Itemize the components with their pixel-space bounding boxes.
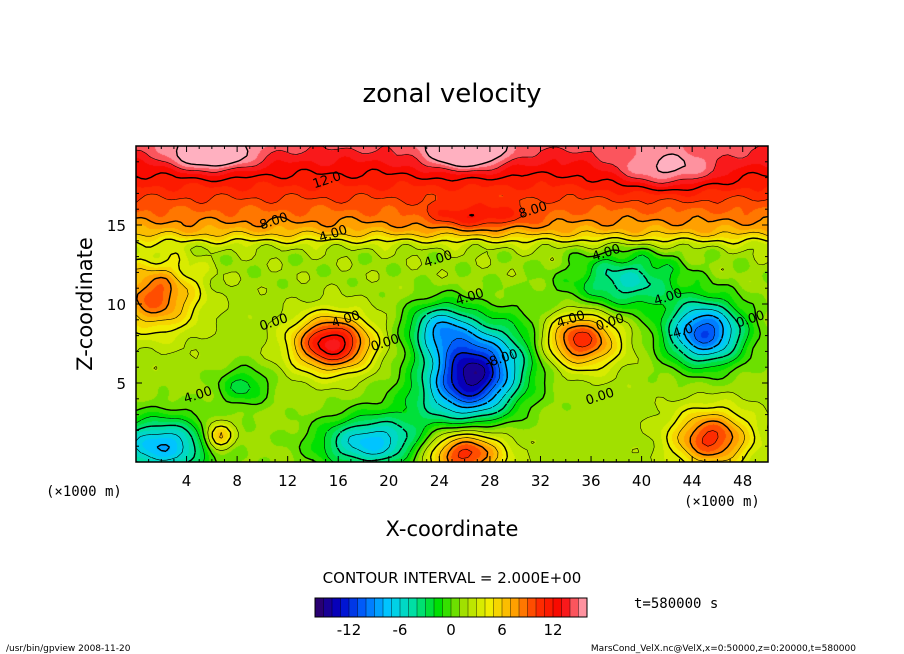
colorbar-swatch <box>544 597 554 618</box>
colorbar-swatch <box>552 597 563 618</box>
contour-level-4 <box>136 237 768 462</box>
x-tick-label: 20 <box>379 472 398 490</box>
contour-level-neg12 <box>450 352 494 397</box>
colorbar-swatch <box>484 597 495 618</box>
x-tick-label: 12 <box>278 472 297 490</box>
colorbar-swatch <box>467 597 478 618</box>
contour-level-neg2 <box>136 254 750 462</box>
x-tick-label: 16 <box>329 472 348 490</box>
colorbar-swatch <box>425 597 435 618</box>
chart-title: zonal velocity <box>362 79 541 109</box>
contour-interval-label: CONTOUR INTERVAL = 2.000E+00 <box>323 569 582 587</box>
colorbar-swatch <box>340 597 350 618</box>
colorbar-swatch <box>476 597 486 618</box>
x-tick-label: 8 <box>232 472 242 490</box>
heatmap-canvas <box>136 146 768 462</box>
contour-lines <box>136 146 768 462</box>
contour-level-neg6 <box>136 308 732 461</box>
colorbar-swatch <box>374 597 384 618</box>
colorbar-tick-label: 0 <box>446 621 456 639</box>
colorbar-swatch <box>510 597 520 618</box>
colorbar-swatch <box>518 597 529 618</box>
x-axis-unit: (×1000 m) <box>684 494 760 510</box>
contour-level-neg14 <box>463 362 486 387</box>
contour-level-14 <box>136 146 768 184</box>
colorbar-swatch <box>382 597 393 618</box>
colorbar-swatch <box>459 597 469 618</box>
colorbar-swatch <box>578 597 588 618</box>
frame-ticks <box>136 146 768 462</box>
colorbar-swatch <box>561 597 571 618</box>
x-tick-label: 24 <box>430 472 449 490</box>
colorbar-swatch <box>416 597 427 618</box>
colorbar <box>314 597 588 618</box>
colorbar-swatch <box>357 597 367 618</box>
y-axis-unit: (×1000 m) <box>46 484 122 500</box>
colorbar-swatch <box>331 597 342 618</box>
x-tick-labels: 4 8 12 16 20 24 28 32 36 40 44 48 <box>182 472 752 490</box>
colorbar-swatch <box>391 597 401 618</box>
x-axis-label: X-coordinate <box>386 517 519 541</box>
contour-level-10 <box>136 192 768 459</box>
colorbar-tick-labels: -12 -6 0 6 12 <box>337 621 563 639</box>
contour-level-16 <box>175 146 687 174</box>
colorbar-swatch <box>399 597 410 618</box>
x-tick-label: 44 <box>683 472 702 490</box>
y-axis-label: Z-coordinate <box>73 237 97 371</box>
colorbar-swatch <box>535 597 546 618</box>
x-tick-label: 40 <box>632 472 651 490</box>
colorbar-swatch <box>527 597 537 618</box>
x-tick-label: 32 <box>531 472 550 490</box>
colorbar-frame <box>314 597 588 618</box>
x-tick-label: 4 <box>182 472 192 490</box>
contour-label: -4.0 <box>667 321 696 343</box>
footer-right: MarsCond_VelX.nc@VelX,x=0:50000,z=0:2000… <box>591 644 856 654</box>
colorbar-swatch <box>493 597 503 618</box>
heatmap-field <box>136 146 768 462</box>
footer-left: /usr/bin/gpview 2008-11-20 <box>6 644 131 654</box>
colorbar-swatch <box>323 597 333 618</box>
colorbar-swatch <box>433 597 444 618</box>
x-tick-label: 36 <box>581 472 600 490</box>
y-tick-labels: 5 10 15 <box>107 217 126 393</box>
contour-level-neg10 <box>442 323 716 403</box>
colorbar-tick-label: 6 <box>497 621 507 639</box>
x-tick-label: 28 <box>480 472 499 490</box>
colorbar-tick-label: 12 <box>543 621 562 639</box>
contour-level-12 <box>136 168 768 356</box>
x-tick-label: 48 <box>733 472 752 490</box>
colorbar-swatch <box>365 597 376 618</box>
colorbar-swatch <box>501 597 512 618</box>
contour-level-0 <box>136 247 761 462</box>
colorbar-swatch <box>569 597 580 618</box>
colorbar-swatch <box>314 597 325 618</box>
y-tick-label: 5 <box>116 375 126 393</box>
y-tick-label: 15 <box>107 217 126 235</box>
colorbar-tick-label: -6 <box>393 621 408 639</box>
contour-level-8 <box>136 215 768 462</box>
y-tick-label: 10 <box>107 296 126 314</box>
colorbar-swatch <box>442 597 452 618</box>
plot-area: 12.08.00 8.004.004.00 4.004.00 4.004.00 4.00… <box>135 145 769 463</box>
colorbar-swatch <box>348 597 359 618</box>
time-label: t=580000 s <box>634 596 718 612</box>
colorbar-swatch <box>450 597 461 618</box>
contour-level-neg8 <box>156 314 724 452</box>
colorbar-swatch <box>408 597 418 618</box>
colorbar-tick-label: -12 <box>337 621 362 639</box>
